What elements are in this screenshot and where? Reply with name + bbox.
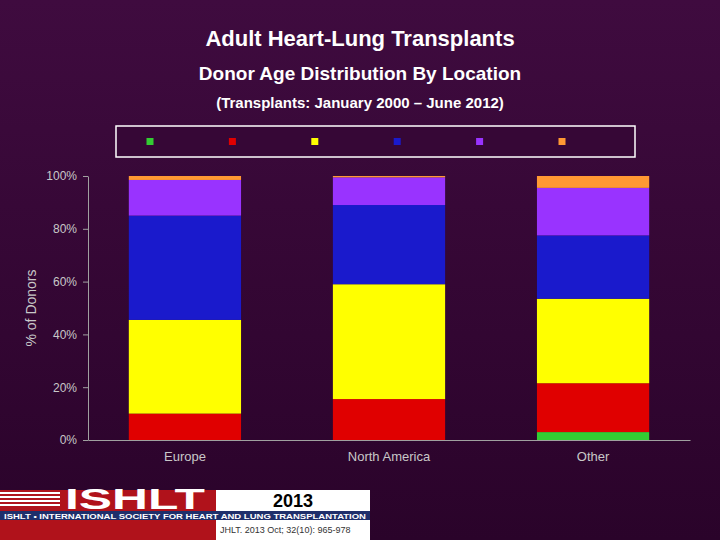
bar-segment: [333, 205, 445, 284]
logo-stripe: [0, 492, 60, 494]
y-tick-label: 60%: [53, 275, 77, 289]
legend-swatch: [311, 138, 318, 145]
bar-segment: [537, 299, 649, 383]
x-tick-label: North America: [348, 449, 431, 464]
y-tick-mark: [83, 334, 88, 335]
legend-swatch: [394, 138, 401, 145]
bar-segment: [129, 216, 241, 320]
y-tick: 0%: [60, 433, 88, 447]
y-axis-title: % of Donors: [23, 269, 39, 346]
citation-text: JHLT. 2013 Oct; 32(10): 965-978: [220, 525, 350, 535]
x-axis: Europe North America Other: [89, 441, 691, 465]
x-axis-line: [89, 440, 691, 441]
y-tick-mark: [83, 176, 88, 177]
society-strip: [0, 511, 370, 520]
y-tick: 100%: [46, 169, 88, 183]
citation-box: [216, 520, 370, 540]
x-tick-label: Other: [577, 449, 610, 464]
bar-segment: [333, 284, 445, 399]
bar-segment: [129, 180, 241, 216]
y-tick: 40%: [53, 328, 88, 342]
legend-swatch: [229, 138, 236, 145]
y-tick-label: 40%: [53, 328, 77, 342]
plot: 0% 20% 40% 60% 80% 100% Europe North America Oth…: [46, 169, 690, 464]
y-tick-label: 20%: [53, 381, 77, 395]
bar-segment: [537, 188, 649, 236]
bar-segment: [333, 177, 445, 205]
y-tick-label: 100%: [46, 169, 77, 183]
y-tick: 80%: [53, 222, 88, 236]
bar-segment: [333, 399, 445, 440]
y-tick-label: 0%: [60, 433, 78, 447]
y-tick-mark: [83, 229, 88, 230]
y-tick: 20%: [53, 381, 88, 395]
bars: [129, 176, 649, 440]
y-tick-label: 80%: [53, 222, 77, 236]
bar-segment: [129, 176, 241, 180]
x-tick: Other: [577, 449, 610, 464]
bar-segment: [129, 414, 241, 440]
year-text: 2013: [273, 491, 313, 511]
bar-segment: [537, 432, 649, 440]
year-box: [216, 490, 370, 511]
legend-swatch: [476, 138, 483, 145]
bar-segment: [129, 320, 241, 414]
x-tick: North America: [348, 449, 431, 464]
y-tick-mark: [83, 440, 88, 441]
logo-text: ISHLT: [65, 482, 205, 515]
bar-segment: [537, 176, 649, 188]
logo-stripe: [0, 500, 60, 502]
x-tick-label: Europe: [164, 449, 206, 464]
y-axis-line: [88, 177, 89, 441]
subtitle: (Transplants: January 2000 – June 2012): [216, 94, 504, 111]
legend: [116, 126, 635, 157]
bar-segment: [333, 176, 445, 177]
chart: Adult Heart-Lung Transplants Donor Age Di…: [0, 0, 720, 540]
legend-box: [116, 126, 635, 157]
x-tick: Europe: [164, 449, 206, 464]
footer: ISHLTISHLT • INTERNATIONAL SOCIETY FOR H…: [0, 482, 370, 540]
society-text: ISHLT • INTERNATIONAL SOCIETY FOR HEART …: [4, 513, 366, 520]
y-tick: 60%: [53, 275, 88, 289]
logo-stripe: [0, 504, 60, 506]
y-tick-mark: [83, 282, 88, 283]
bar-segment: [537, 383, 649, 432]
y-tick-mark: [83, 387, 88, 388]
y-axis: 0% 20% 40% 60% 80% 100%: [46, 169, 88, 447]
bar-segment: [537, 235, 649, 298]
subtitle: Donor Age Distribution By Location: [199, 63, 521, 84]
title: Adult Heart-Lung Transplants: [205, 26, 514, 51]
legend-swatch: [559, 138, 566, 145]
legend-swatch: [147, 138, 154, 145]
background: [0, 0, 720, 540]
logo-stripe: [0, 496, 60, 498]
